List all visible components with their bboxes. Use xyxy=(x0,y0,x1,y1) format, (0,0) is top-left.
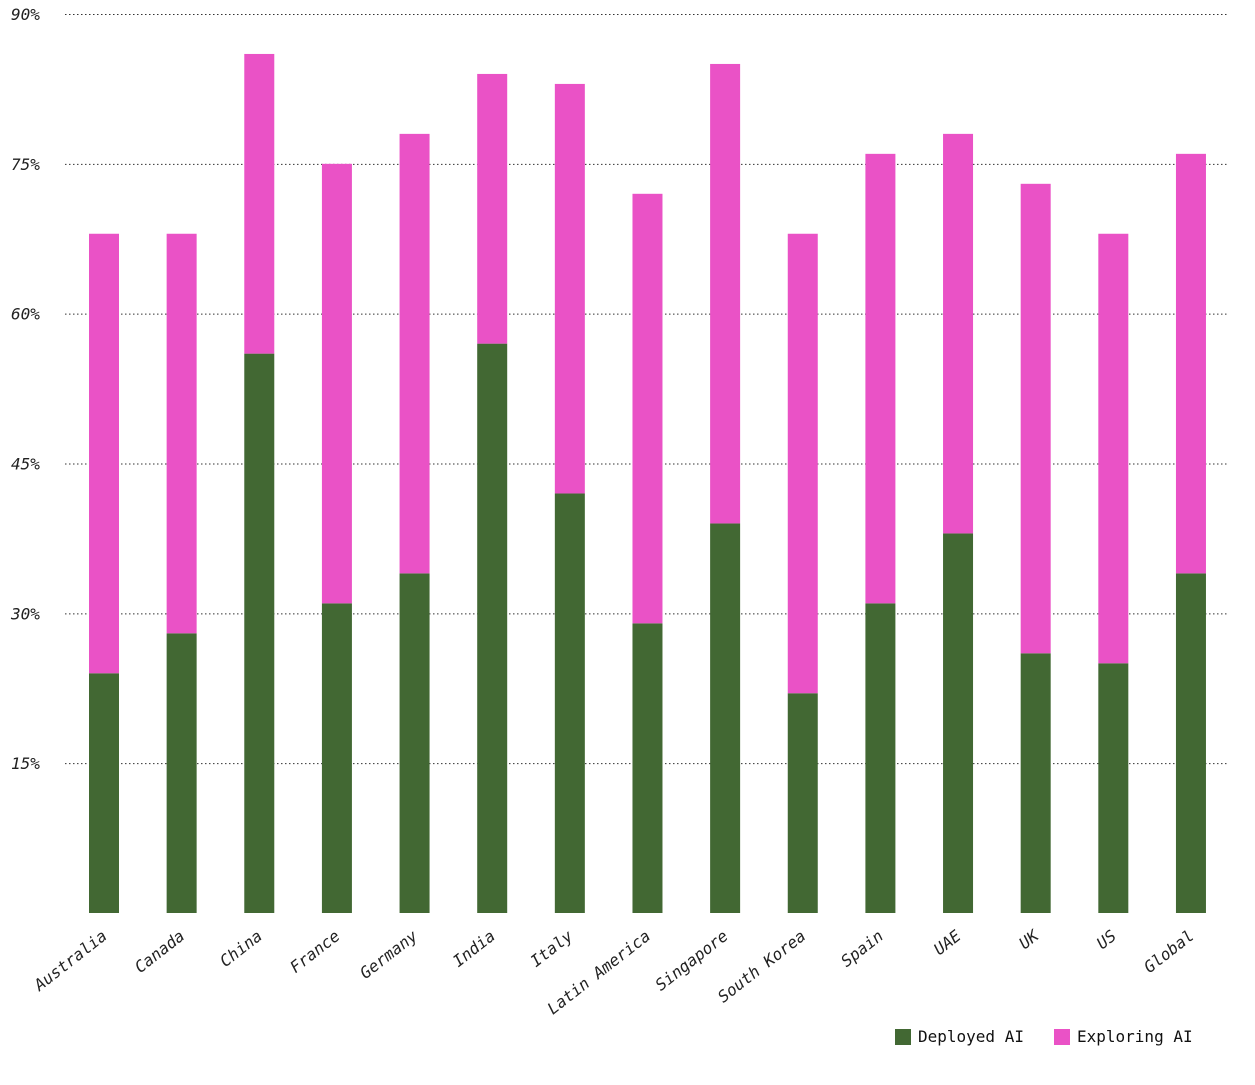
bar-deployed-latin-america xyxy=(632,623,663,913)
x-axis-labels: Australia Canada China France Germany India It… xyxy=(30,925,1198,1018)
bar-exploring-australia xyxy=(89,233,119,674)
bar-deployed-uk xyxy=(1020,653,1051,913)
y-tick-label: 45% xyxy=(11,455,40,474)
x-tick-label: Singapore xyxy=(652,926,732,994)
bar-exploring-us xyxy=(1098,233,1129,664)
x-tick-label: UAE xyxy=(930,926,965,959)
bar-exploring-global xyxy=(1175,153,1206,574)
bar-deployed-us xyxy=(1098,663,1129,913)
x-tick-label: Australia xyxy=(30,926,111,995)
y-tick-label: 75% xyxy=(11,155,40,174)
bar-exploring-germany xyxy=(399,133,430,574)
bar-deployed-spain xyxy=(865,603,896,913)
y-tick-label: 30% xyxy=(10,604,40,623)
legend-swatch-deployed xyxy=(895,1029,911,1045)
bar-deployed-china xyxy=(244,353,275,914)
y-tick-label: 90% xyxy=(11,5,40,24)
legend-label-exploring: Exploring AI xyxy=(1077,1027,1193,1046)
x-tick-label: India xyxy=(449,926,499,971)
x-tick-label: UK xyxy=(1015,925,1043,953)
x-tick-label: China xyxy=(216,926,266,971)
bar-exploring-south-korea xyxy=(787,233,818,694)
bar-deployed-uae xyxy=(943,533,974,913)
bars xyxy=(89,53,1206,914)
x-tick-label: France xyxy=(286,926,343,977)
y-axis-ticks: 15% 30% 45% 60% 75% 90% xyxy=(10,5,40,773)
bar-deployed-india xyxy=(477,343,508,914)
bar-exploring-spain xyxy=(865,153,896,604)
legend: Deployed AI Exploring AI xyxy=(895,1027,1193,1046)
x-tick-label: Germany xyxy=(356,926,421,983)
bar-deployed-singapore xyxy=(710,523,741,913)
bar-deployed-global xyxy=(1175,573,1206,913)
y-tick-label: 60% xyxy=(11,305,40,324)
legend-label-deployed: Deployed AI xyxy=(918,1027,1024,1046)
bar-exploring-italy xyxy=(554,83,585,494)
bar-deployed-germany xyxy=(399,573,430,913)
x-tick-label: US xyxy=(1093,926,1120,953)
bar-exploring-uk xyxy=(1020,183,1051,654)
y-tick-label: 15% xyxy=(11,754,40,773)
bar-exploring-canada xyxy=(166,233,197,634)
bar-exploring-india xyxy=(477,73,508,344)
x-tick-label: Global xyxy=(1140,926,1197,977)
x-tick-label: Spain xyxy=(837,926,887,971)
bar-deployed-france xyxy=(321,603,352,913)
bar-deployed-canada xyxy=(166,633,197,913)
bar-exploring-uae xyxy=(943,133,974,534)
bar-deployed-italy xyxy=(554,493,585,913)
bar-exploring-latin-america xyxy=(632,193,663,624)
bar-exploring-singapore xyxy=(710,63,741,524)
bar-exploring-china xyxy=(244,53,275,354)
bar-deployed-australia xyxy=(89,673,119,913)
legend-swatch-exploring xyxy=(1054,1029,1070,1045)
bar-exploring-france xyxy=(321,163,352,604)
bar-deployed-south-korea xyxy=(787,693,818,913)
x-tick-label: Canada xyxy=(131,926,188,977)
x-tick-label: Italy xyxy=(527,926,577,971)
